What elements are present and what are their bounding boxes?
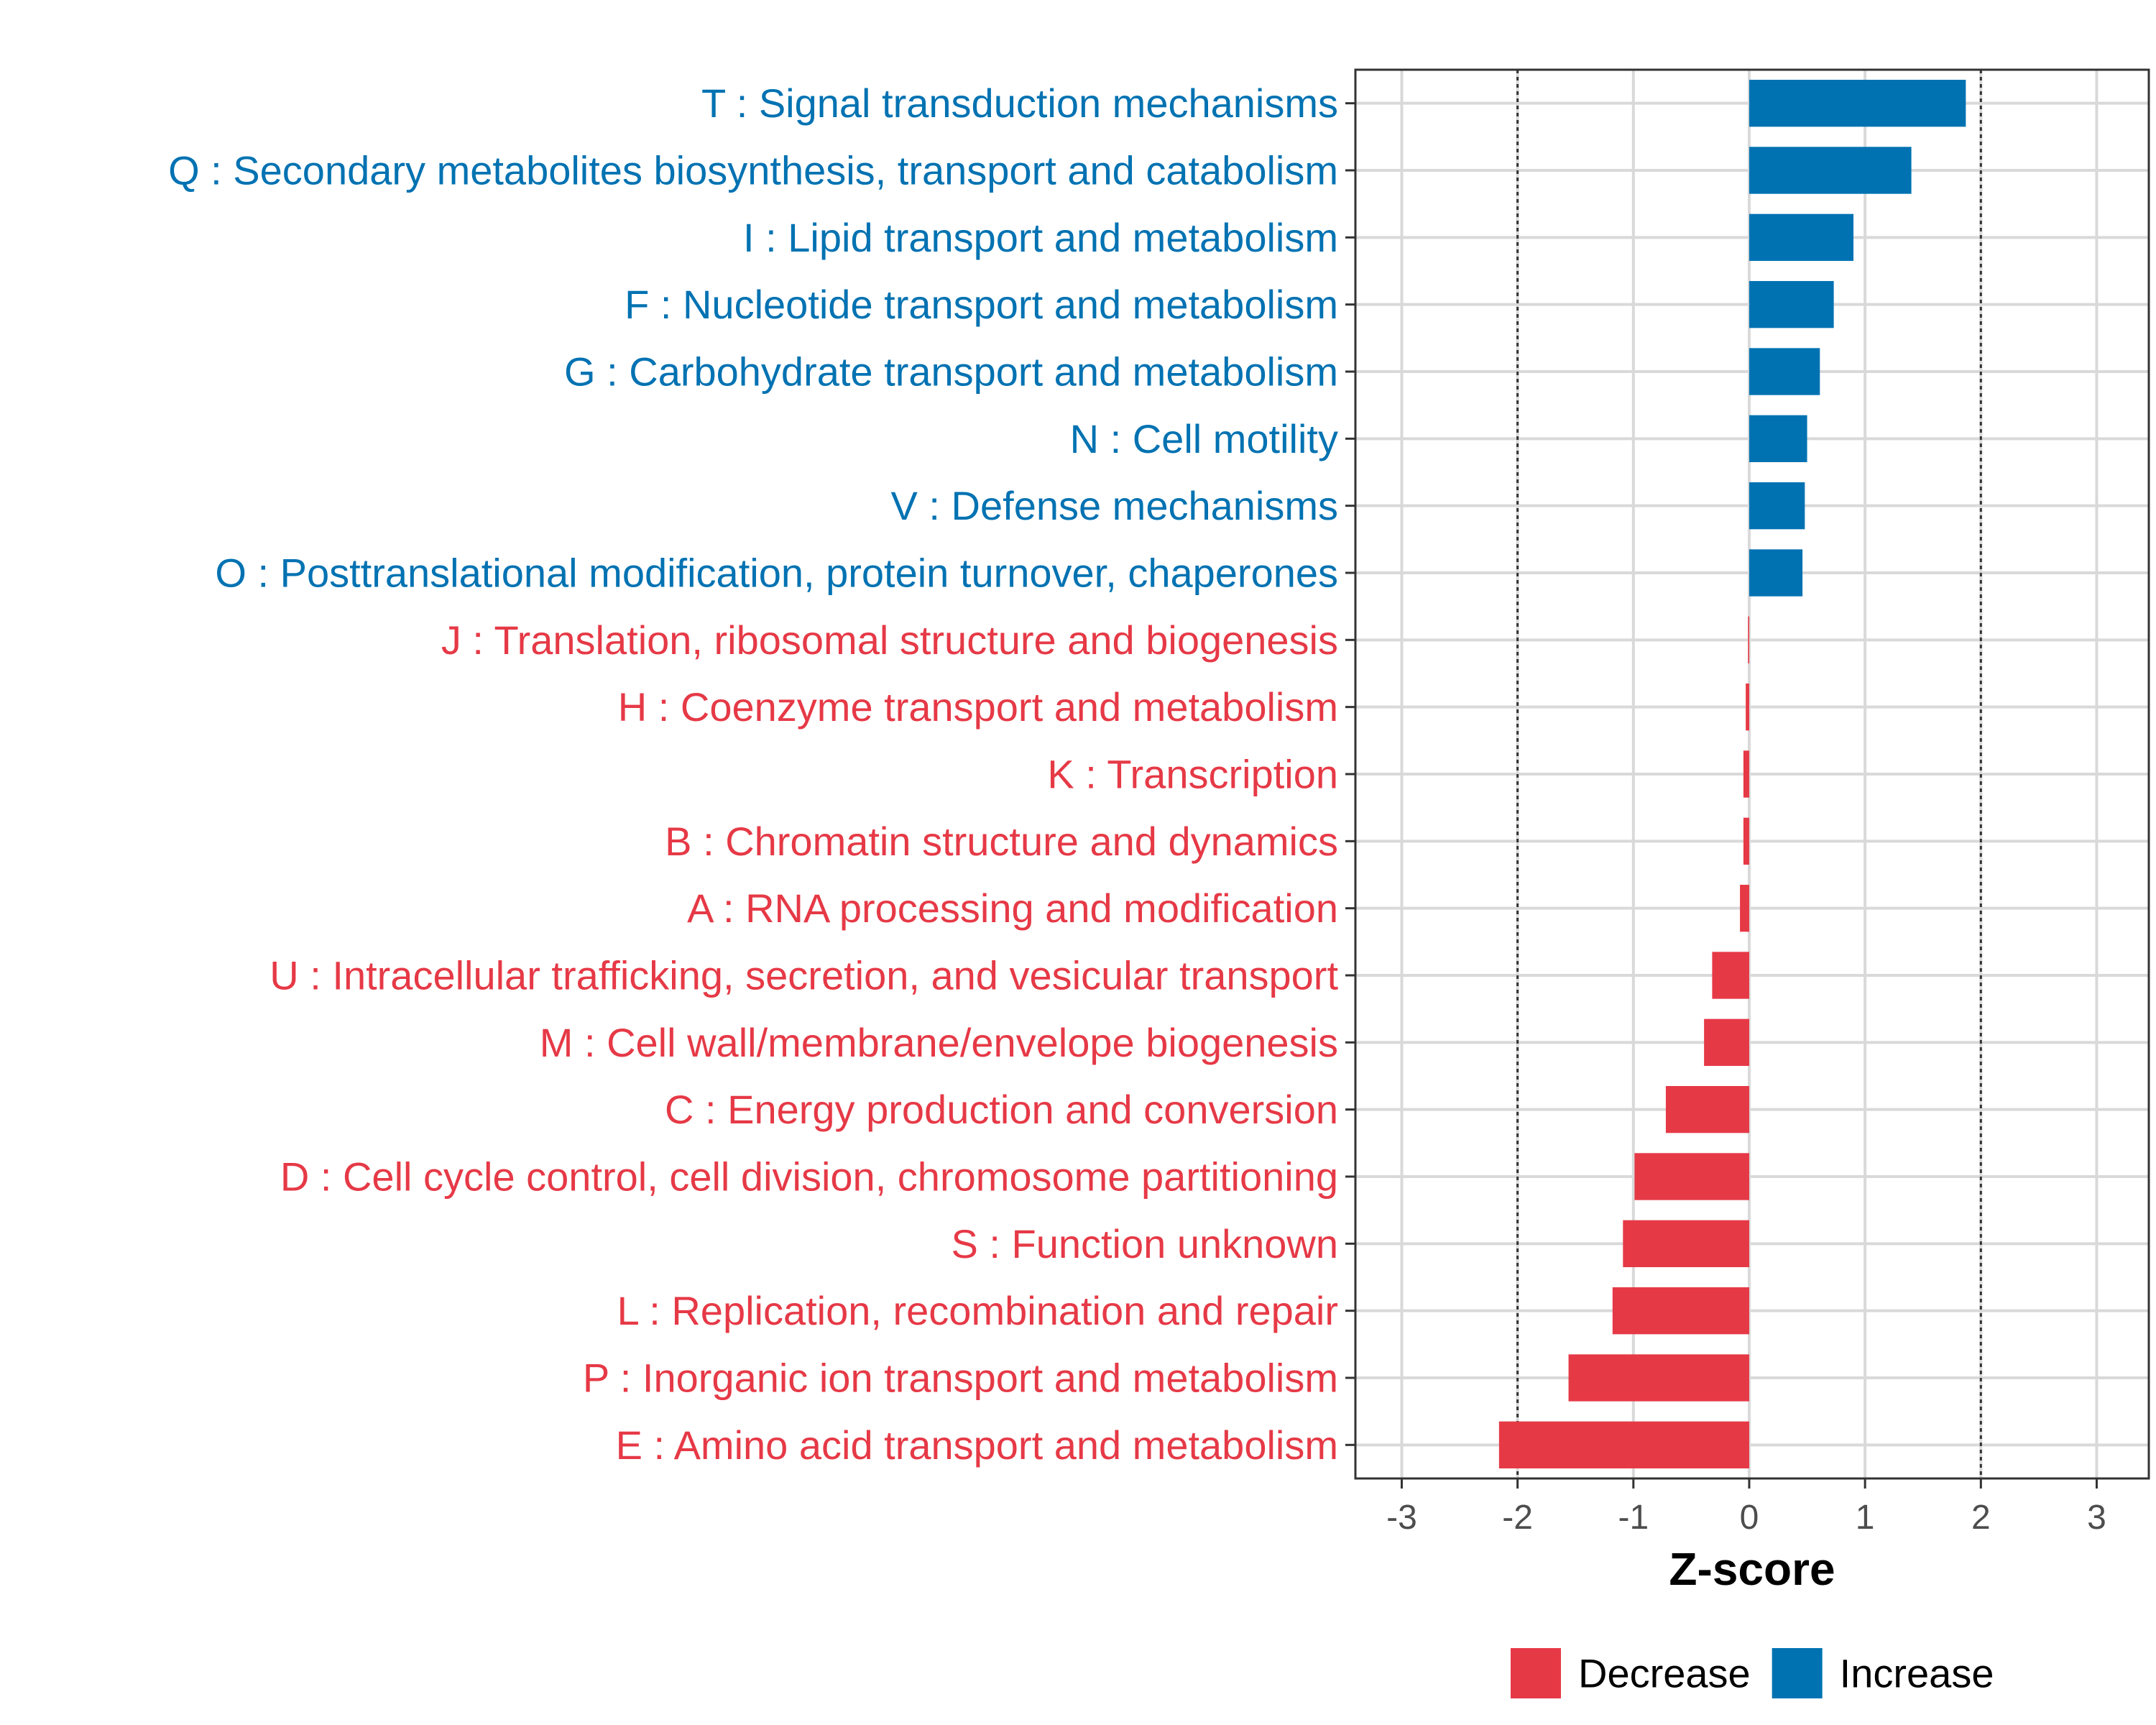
x-tick-label: 3	[2087, 1499, 2106, 1537]
bar-n	[1749, 415, 1807, 462]
bar-m	[1704, 1018, 1749, 1066]
x-tick-label: -3	[1386, 1499, 1417, 1537]
bar-f	[1749, 281, 1834, 328]
legend: Decrease Increase	[1511, 1648, 1994, 1698]
category-label: B : Chromatin structure and dynamics	[665, 819, 1338, 864]
bar-a	[1740, 885, 1749, 932]
bar-h	[1746, 684, 1749, 731]
bar-b	[1743, 817, 1749, 865]
bar-d	[1634, 1153, 1749, 1200]
x-tick-label: 1	[1856, 1499, 1875, 1537]
category-label: A : RNA processing and modification	[687, 886, 1338, 931]
legend-label-increase: Increase	[1840, 1651, 1994, 1696]
bar-o	[1749, 549, 1803, 597]
category-labels: T : Signal transduction mechanisms Q : Se…	[168, 80, 1338, 1468]
reference-lines	[1516, 70, 1982, 1478]
bar-p	[1568, 1354, 1749, 1402]
category-label: F : Nucleotide transport and metabolism	[625, 282, 1338, 327]
legend-key-increase	[1772, 1648, 1823, 1698]
x-axis-ticks: -3 -2 -1 0 1 2 3	[1386, 1478, 2106, 1537]
category-label: O : Posttranslational modification, prot…	[215, 551, 1338, 596]
bar-i	[1749, 213, 1854, 261]
category-label: M : Cell wall/membrane/envelope biogenes…	[540, 1020, 1338, 1065]
category-label: P : Inorganic ion transport and metaboli…	[583, 1356, 1338, 1401]
category-label: G : Carbohydrate transport and metabolis…	[564, 349, 1338, 395]
category-label: L : Replication, recombination and repai…	[617, 1288, 1338, 1333]
x-axis-title: Z-score	[1669, 1543, 1835, 1595]
category-label: I : Lipid transport and metabolism	[743, 215, 1338, 260]
bar-u	[1712, 952, 1749, 999]
category-label: N : Cell motility	[1070, 416, 1338, 461]
category-label: T : Signal transduction mechanisms	[701, 80, 1338, 126]
bars	[1498, 80, 1966, 1468]
category-label: U : Intracellular trafficking, secretion…	[270, 953, 1338, 998]
bar-q	[1749, 147, 1912, 194]
category-label: S : Function unknown	[951, 1221, 1338, 1266]
category-label: H : Coenzyme transport and metabolism	[618, 684, 1338, 730]
x-tick-label: -1	[1618, 1499, 1649, 1537]
bar-c	[1665, 1086, 1749, 1133]
category-label: D : Cell cycle control, cell division, c…	[280, 1154, 1338, 1200]
legend-key-decrease	[1511, 1648, 1561, 1698]
bar-g	[1749, 348, 1820, 395]
y-axis-ticks	[1345, 102, 1355, 1446]
bar-t	[1749, 80, 1966, 127]
legend-label-decrease: Decrease	[1578, 1651, 1751, 1696]
category-label: K : Transcription	[1047, 752, 1338, 797]
bar-k	[1743, 750, 1749, 798]
category-label: J : Translation, ribosomal structure and…	[441, 617, 1338, 663]
category-label: Q : Secondary metabolites biosynthesis, …	[168, 148, 1338, 193]
bar-e	[1498, 1421, 1749, 1468]
bar-v	[1749, 482, 1805, 530]
x-tick-label: 0	[1740, 1499, 1759, 1537]
bar-j	[1748, 616, 1749, 663]
bar-l	[1612, 1287, 1749, 1335]
category-label: C : Energy production and conversion	[665, 1087, 1338, 1132]
category-label: V : Defense mechanisms	[891, 483, 1338, 528]
bar-s	[1623, 1220, 1749, 1267]
x-tick-label: 2	[1971, 1499, 1991, 1537]
category-label: E : Amino acid transport and metabolism	[616, 1422, 1338, 1468]
x-tick-label: -2	[1502, 1499, 1533, 1537]
